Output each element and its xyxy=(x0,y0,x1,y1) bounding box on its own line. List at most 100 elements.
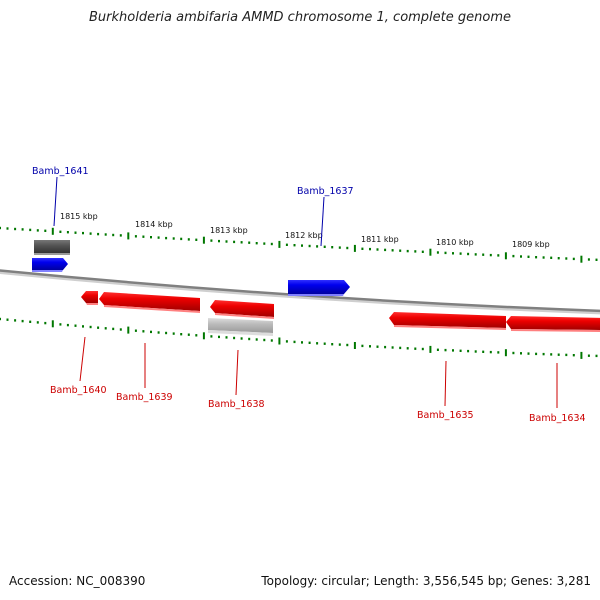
scale-forward-minor-tick xyxy=(59,230,62,233)
scale-forward-minor-tick xyxy=(21,228,24,231)
scale-label-1810: 1810 kbp xyxy=(436,238,474,247)
scale-reverse-minor-tick xyxy=(406,347,409,350)
scale-reverse-minor-tick xyxy=(180,333,183,336)
feature-forward-other[interactable] xyxy=(34,240,70,255)
scale-forward-minor-tick xyxy=(233,240,236,244)
scale-forward-minor-tick xyxy=(66,231,69,234)
scale-forward-minor-tick xyxy=(36,229,39,232)
scale-reverse-minor-tick xyxy=(414,347,417,350)
scale-forward-minor-tick xyxy=(474,253,477,256)
scale-forward-minor-tick xyxy=(565,257,568,260)
scale-reverse-minor-tick xyxy=(59,323,62,326)
scale-reverse-minor-tick xyxy=(391,346,394,349)
scale-forward-minor-tick xyxy=(406,249,409,253)
gene-label-bamb-1641[interactable]: Bamb_1641 xyxy=(32,166,89,177)
scale-forward-minor-tick xyxy=(399,249,402,252)
footer-accession: Accession: NC_008390 xyxy=(9,574,146,588)
scale-forward-minor-tick xyxy=(459,252,462,255)
scale-forward-minor-tick xyxy=(361,247,364,250)
scale-forward-minor-tick xyxy=(316,245,319,248)
backbone-shadow xyxy=(0,270,600,315)
gene-bamb-1639[interactable] xyxy=(99,292,200,313)
scale-label-1812: 1812 kbp xyxy=(285,231,323,240)
scale-forward-minor-tick xyxy=(104,233,107,236)
scale-forward-minor-tick xyxy=(165,236,168,240)
scale-reverse-minor-tick xyxy=(361,344,364,348)
scale-reverse-minor-tick xyxy=(21,319,24,323)
scale-forward-major-tick xyxy=(504,252,507,260)
scale-forward-minor-tick xyxy=(452,252,454,255)
scale-reverse-minor-tick xyxy=(572,354,575,357)
callout-line-bamb-1640 xyxy=(79,336,86,382)
scale-reverse-minor-tick xyxy=(459,349,462,352)
scale-reverse-minor-tick xyxy=(6,318,9,321)
scale-forward-minor-tick xyxy=(270,242,273,246)
scale-forward-minor-tick xyxy=(218,239,220,243)
scale-forward-minor-tick xyxy=(595,258,598,261)
gene-bamb-1637[interactable] xyxy=(288,280,350,296)
scale-reverse-minor-tick xyxy=(369,345,371,348)
scale-forward-minor-tick xyxy=(293,244,296,247)
gene-bamb-1634[interactable] xyxy=(506,316,600,332)
gene-label-bamb-1634[interactable]: Bamb_1634 xyxy=(529,413,586,424)
scale-forward-minor-tick xyxy=(89,232,92,235)
scale-reverse-minor-tick xyxy=(497,351,500,354)
scale-reverse-minor-tick xyxy=(436,348,439,351)
gene-label-bamb-1638[interactable]: Bamb_1638 xyxy=(208,399,265,410)
gene-bamb-1638[interactable] xyxy=(210,300,274,319)
scale-forward-minor-tick xyxy=(527,255,530,258)
scale-forward-minor-tick xyxy=(421,250,424,253)
scale-forward-minor-tick xyxy=(225,240,228,243)
scale-reverse-minor-tick xyxy=(338,343,341,346)
scale-forward-major-tick xyxy=(429,248,432,256)
callout-line-bamb-1638 xyxy=(235,349,239,396)
scale-label-1813: 1813 kbp xyxy=(210,226,248,235)
scale-forward-minor-tick xyxy=(263,242,266,245)
callout-line-bamb-1637 xyxy=(320,196,325,247)
gene-bamb-1641[interactable] xyxy=(32,258,68,272)
gene-label-bamb-1639[interactable]: Bamb_1639 xyxy=(116,392,173,403)
gene-label-bamb-1640[interactable]: Bamb_1640 xyxy=(50,385,107,396)
scale-reverse-minor-tick xyxy=(14,319,17,322)
scale-reverse-minor-tick xyxy=(248,337,251,341)
scale-reverse-major-tick xyxy=(429,345,432,353)
scale-forward-minor-tick xyxy=(587,258,590,261)
scale-reverse-minor-tick xyxy=(270,339,273,342)
scale-forward-minor-tick xyxy=(384,248,387,252)
scale-reverse-minor-tick xyxy=(255,338,258,341)
scale-forward-minor-tick xyxy=(369,247,371,251)
scale-reverse-minor-tick xyxy=(293,340,296,344)
scale-forward-minor-tick xyxy=(482,253,485,256)
scale-reverse-minor-tick xyxy=(218,335,220,339)
gene-bamb-1640[interactable] xyxy=(81,291,98,305)
scale-label-1815: 1815 kbp xyxy=(60,212,98,221)
scale-forward-minor-tick xyxy=(557,257,560,260)
scale-label-1809: 1809 kbp xyxy=(512,240,550,249)
scale-forward-minor-tick xyxy=(572,257,575,261)
scale-reverse-minor-tick xyxy=(165,331,168,335)
scale-reverse-major-tick xyxy=(353,342,356,349)
gene-label-bamb-1635[interactable]: Bamb_1635 xyxy=(417,410,474,421)
gene-bamb-1635[interactable] xyxy=(389,312,506,330)
scale-forward-minor-tick xyxy=(467,252,470,256)
scale-reverse-minor-tick xyxy=(316,342,319,345)
scale-reverse-minor-tick xyxy=(172,332,175,335)
scale-ticks-forward xyxy=(0,226,598,263)
scale-forward-minor-tick xyxy=(44,229,47,232)
scale-reverse-minor-tick xyxy=(535,352,538,356)
scale-forward-minor-tick xyxy=(142,235,145,238)
feature-reverse-other[interactable] xyxy=(208,318,273,336)
scale-reverse-minor-tick xyxy=(520,352,522,355)
scale-ticks-reverse xyxy=(0,317,598,359)
scale-reverse-minor-tick xyxy=(44,321,47,325)
scale-reverse-minor-tick xyxy=(452,349,454,352)
scale-forward-major-tick xyxy=(202,236,205,244)
scale-forward-minor-tick xyxy=(520,255,522,258)
scale-reverse-minor-tick xyxy=(557,353,560,356)
scale-label-1811: 1811 kbp xyxy=(361,235,399,244)
gene-label-bamb-1637[interactable]: Bamb_1637 xyxy=(297,186,354,197)
scale-reverse-minor-tick xyxy=(195,334,198,337)
scale-reverse-major-tick xyxy=(580,351,583,359)
scale-forward-minor-tick xyxy=(195,238,198,241)
scale-reverse-major-tick xyxy=(202,332,205,340)
